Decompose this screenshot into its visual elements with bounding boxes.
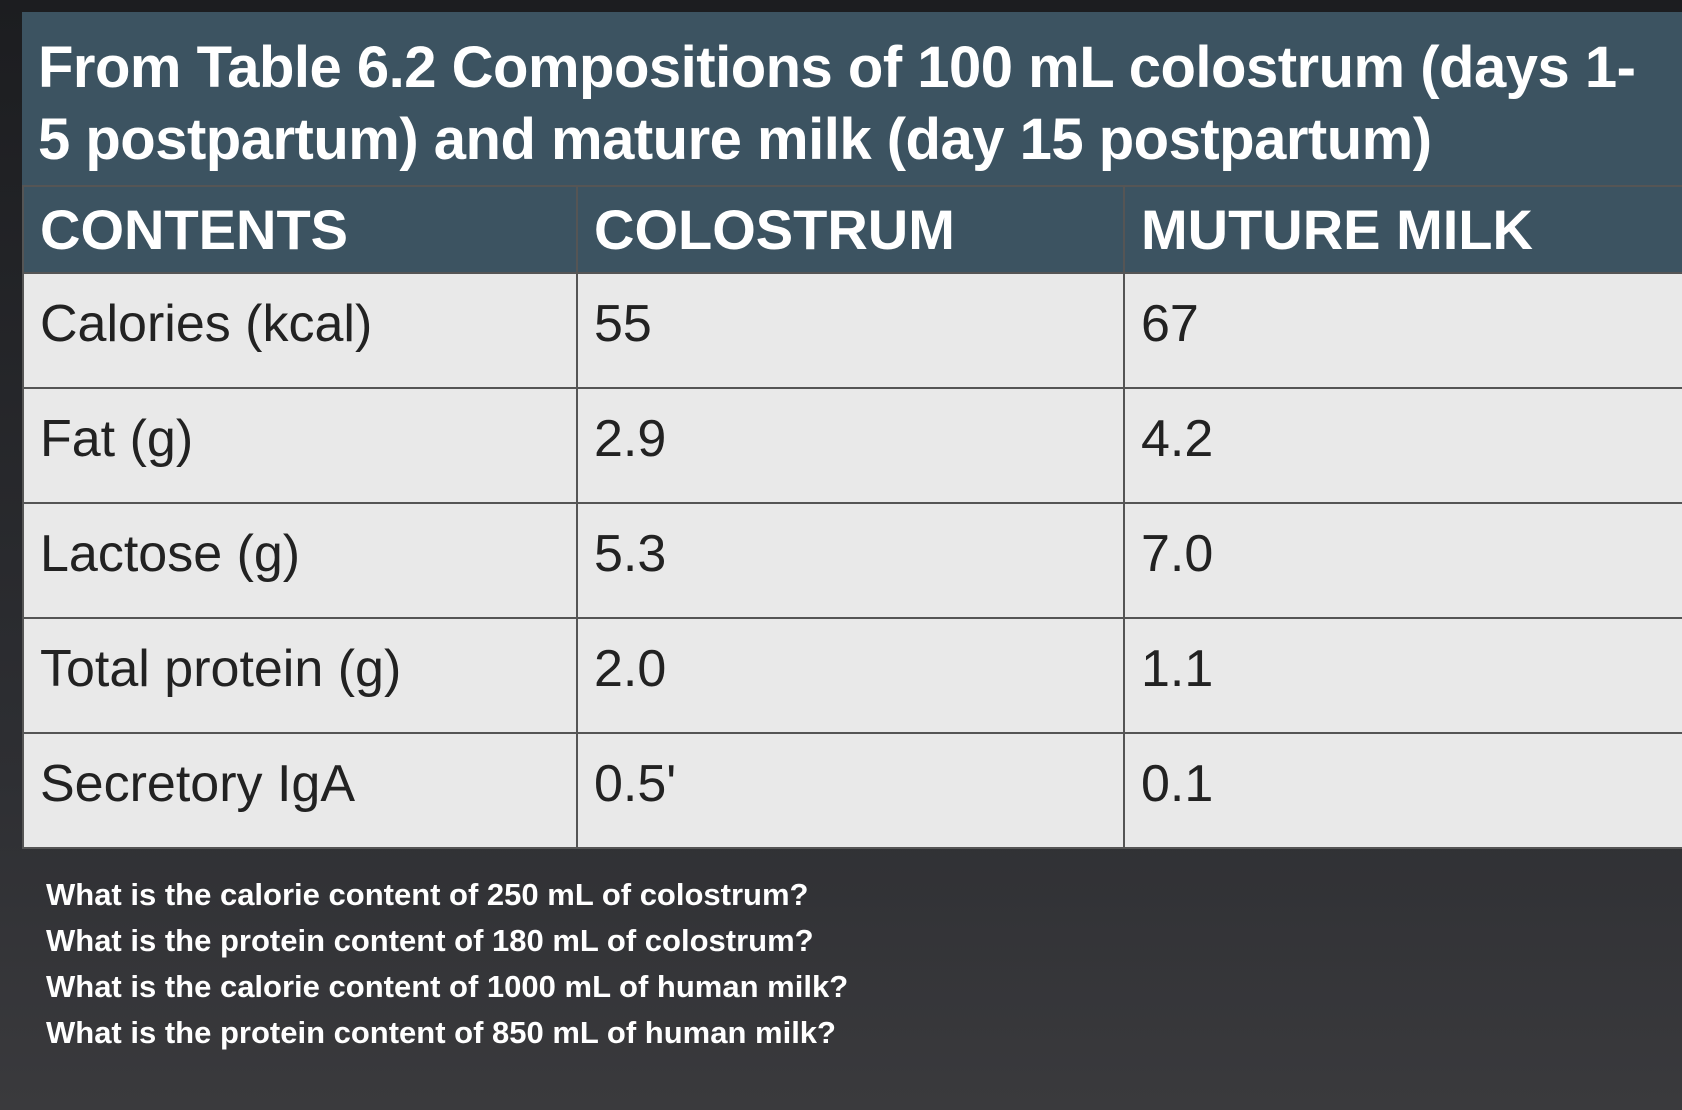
table-cell: 67 [1123, 272, 1682, 389]
question: What is the protein content of 180 mL of… [46, 923, 814, 958]
column-header: MUTURE MILK [1123, 185, 1682, 274]
table-cell: 1.1 [1123, 617, 1682, 734]
table-cell: Fat (g) [22, 387, 578, 504]
table-cell: 55 [576, 272, 1125, 389]
table-cell: 5.3 [576, 502, 1125, 619]
column-header: CONTENTS [22, 185, 578, 274]
table-cell: 2.0 [576, 617, 1125, 734]
table-cell: Secretory IgA [22, 732, 578, 849]
table-cell: 2.9 [576, 387, 1125, 504]
table-row: Fat (g) 2.9 4.2 [22, 387, 1682, 504]
composition-table: CONTENTS COLOSTRUM MUTURE MILK Calories (k… [22, 185, 1682, 849]
table-row: Total protein (g) 2.0 1.1 [22, 617, 1682, 734]
question: What is the protein content of 850 mL of… [46, 1015, 836, 1050]
table-cell: 0.5' [576, 732, 1125, 849]
title: From Table 6.2 Compositions of 100 mL co… [38, 35, 1636, 172]
table-cell: Total protein (g) [22, 617, 578, 734]
title-box: From Table 6.2 Compositions of 100 mL co… [22, 12, 1682, 185]
table-cell: Lactose (g) [22, 502, 578, 619]
table-row: Secretory IgA 0.5' 0.1 [22, 732, 1682, 849]
table-cell: 4.2 [1123, 387, 1682, 504]
table-row: Lactose (g) 5.3 7.0 [22, 502, 1682, 619]
table-head: CONTENTS COLOSTRUM MUTURE MILK [22, 185, 1682, 274]
table-cell: 0.1 [1123, 732, 1682, 849]
table-cell: Calories (kcal) [22, 272, 578, 389]
header-row: CONTENTS COLOSTRUM MUTURE MILK [22, 185, 1682, 274]
questions: What is the calorie content of 250 mL of… [46, 872, 848, 1056]
table-body: Calories (kcal) 55 67 Fat (g) 2.9 4.2 Lactose … [22, 272, 1682, 849]
question: What is the calorie content of 250 mL of… [46, 877, 809, 912]
question: What is the calorie content of 1000 mL o… [46, 969, 849, 1004]
table-row: Calories (kcal) 55 67 [22, 272, 1682, 389]
column-header: COLOSTRUM [576, 185, 1125, 274]
table-cell: 7.0 [1123, 502, 1682, 619]
